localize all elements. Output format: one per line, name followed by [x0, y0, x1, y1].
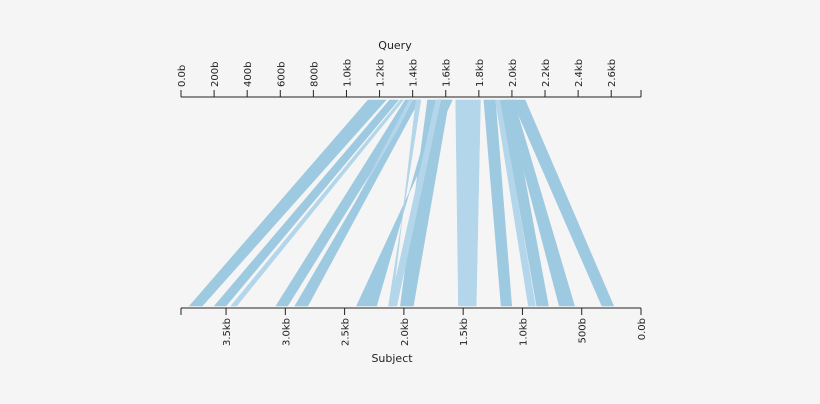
alignment-band: [213, 99, 400, 307]
subject-tick-label: 0.0b: [637, 318, 648, 340]
subject-tick-label: 3.0kb: [281, 318, 292, 346]
query-tick-label: 2.0kb: [508, 59, 519, 87]
alignment-band: [455, 99, 481, 307]
alignment-band: [483, 99, 513, 307]
alignment-band: [511, 99, 615, 307]
query-tick-label: 2.6kb: [607, 59, 618, 87]
subject-axis-ticks: 3.5kb 3.0kb 2.5kb 2.0kb 1.5kb 1.0kb 500b 0.0b: [222, 308, 648, 346]
query-tick-label: 1.6kb: [442, 59, 453, 87]
query-axis-label: Query: [378, 39, 412, 52]
subject-tick-label: 2.0kb: [400, 318, 411, 346]
subject-tick-label: 3.5kb: [222, 318, 233, 346]
alignment-band: [188, 99, 387, 307]
alignment-band: [495, 99, 536, 307]
query-tick-label: 1.2kb: [376, 59, 387, 87]
query-tick-label: 600b: [276, 62, 287, 87]
alignment-band: [230, 99, 405, 307]
query-tick-label: 1.0kb: [342, 59, 353, 87]
query-tick-label: 0.0b: [177, 65, 188, 87]
subject-tick-label: 1.5kb: [459, 318, 470, 346]
alignment-band: [504, 99, 575, 307]
subject-tick-label: 500b: [578, 318, 589, 343]
query-tick-label: 2.4kb: [574, 59, 585, 87]
subject-tick-label: 1.0kb: [518, 318, 529, 346]
subject-axis-label: Subject: [371, 352, 413, 365]
subject-tick-label: 2.5kb: [341, 318, 352, 346]
alignment-band: [389, 99, 442, 307]
alignment-bands: [188, 99, 615, 307]
query-tick-label: 400b: [243, 62, 254, 87]
query-tick-label: 800b: [309, 62, 320, 87]
query-tick-label: 2.2kb: [541, 59, 552, 87]
query-axis-ticks: 0.0b 200b 400b 600b 800b 1.0kb 1.2kb 1.4kb 1.6kb…: [177, 59, 618, 97]
query-tick-label: 1.4kb: [409, 59, 420, 87]
query-tick-label: 1.8kb: [475, 59, 486, 87]
query-tick-label: 200b: [210, 62, 221, 87]
